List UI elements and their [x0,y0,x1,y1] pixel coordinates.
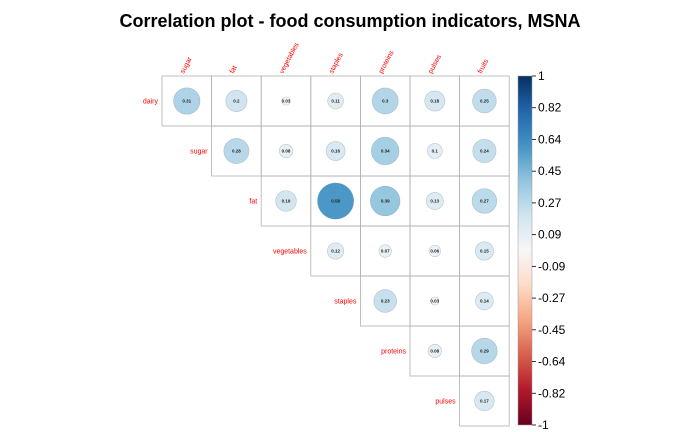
correlation-circle [427,343,442,359]
correlation-circle [325,141,346,161]
correlation-circle [223,138,250,164]
correlation-circle [281,96,291,106]
colorbar-tick-label: 1 [538,69,545,83]
correlation-circle [371,136,400,166]
colorbar-tick-label: 0.09 [538,228,562,242]
correlation-circle [471,188,498,214]
correlation-circle [430,296,440,306]
correlation-value: 0.13 [430,199,439,204]
colorbar-tick-label: -0.09 [538,259,566,273]
row-label: pulses [435,399,456,406]
correlation-value: 0.16 [331,149,340,154]
correlation-circle [373,289,397,313]
correlation-circle [173,87,201,115]
colorbar-tick-label: 0.64 [538,132,562,146]
column-label: pulses [427,53,443,75]
correlation-value: 0.24 [480,149,489,154]
grid-cell [459,375,510,427]
row-label: proteins [381,349,406,356]
correlation-circle [471,337,498,365]
correlation-circle [475,291,494,311]
correlation-circle [317,182,355,220]
column-label: staples [328,52,345,75]
correlation-circle [278,143,294,159]
correlation-grid [161,75,510,427]
column-label: fat [229,65,239,75]
correlation-value: 0.58 [331,199,340,204]
colorbar-tick-label: -0.82 [538,386,566,400]
colorbar-tick-label: 0.82 [538,101,562,115]
correlation-value: 0.23 [381,299,390,304]
correlation-value: 0.06 [430,249,439,254]
correlation-value: 0.29 [480,349,489,354]
column-label: sugar [179,56,194,75]
correlation-circle [474,390,495,412]
correlation-circle [425,192,444,210]
correlation-circle [428,244,441,258]
colorbar-tick-label: 0.45 [538,164,562,178]
correlation-value: 0.27 [480,199,489,204]
correlation-value: 0.08 [430,349,439,354]
row-label: vegetables [273,249,307,256]
color-legend: 1 0.82 0.64 0.45 0.27 0.09 -0.09 -0.27 -0.45 -0.6… [517,69,566,432]
correlation-value: 0.3 [382,99,389,104]
row-label: dairy [143,99,159,106]
correlation-circle [426,143,443,159]
row-label: staples [334,299,357,306]
correlation-value: 0.39 [381,199,390,204]
colorbar-gradient [517,75,533,426]
correlation-circle [327,242,345,260]
column-label: fruits [477,58,491,75]
correlation-circle [225,90,248,112]
correlation-value: 0.25 [480,99,489,104]
correlation-value: 0.12 [331,249,340,254]
row-label: sugar [190,149,208,156]
correlation-circle [275,190,297,212]
correlation-value: 0.18 [430,99,439,104]
chart-title: Correlation plot - food consumption indi… [120,11,581,31]
correlation-value: 0.08 [282,149,291,154]
correlation-circle [370,185,401,217]
colorbar-tick-label: -0.27 [538,291,566,305]
correlation-value: 0.07 [381,249,390,254]
correlation-circle [371,87,399,115]
colorbar-tick-label: -1 [538,418,549,432]
row-label: fat [249,199,257,206]
correlation-value: 0.2 [233,99,240,104]
correlation-circle [474,241,494,261]
colorbar-tick-label: -0.64 [538,355,566,369]
correlation-circle [378,244,392,258]
correlation-value: 0.11 [331,99,340,104]
correlation-circle [472,88,497,114]
colorbar-tick-label: -0.45 [538,323,566,337]
correlation-circle [472,139,497,163]
correlation-value: 0.19 [282,199,291,204]
correlation-value: 0.1 [432,149,439,154]
colorbar-tick-label: 0.27 [538,196,562,210]
correlation-value: 0.15 [480,249,489,254]
correlation-value: 0.14 [480,299,489,304]
correlation-value: 0.03 [430,299,439,304]
column-label: proteins [378,49,396,75]
correlation-value: 0.03 [282,99,291,104]
correlation-cells: 0.31 0.2 0.03 0.11 0.3 0.18 0.25 0.28 0.08 0.16 0.… [173,87,498,412]
correlation-circle [327,92,344,110]
correlation-circle [424,90,446,112]
correlation-value: 0.34 [381,149,390,154]
correlation-value: 0.17 [480,399,489,404]
column-label: vegetables [279,41,301,75]
correlation-value: 0.31 [182,99,191,104]
correlation-value: 0.28 [232,149,241,154]
